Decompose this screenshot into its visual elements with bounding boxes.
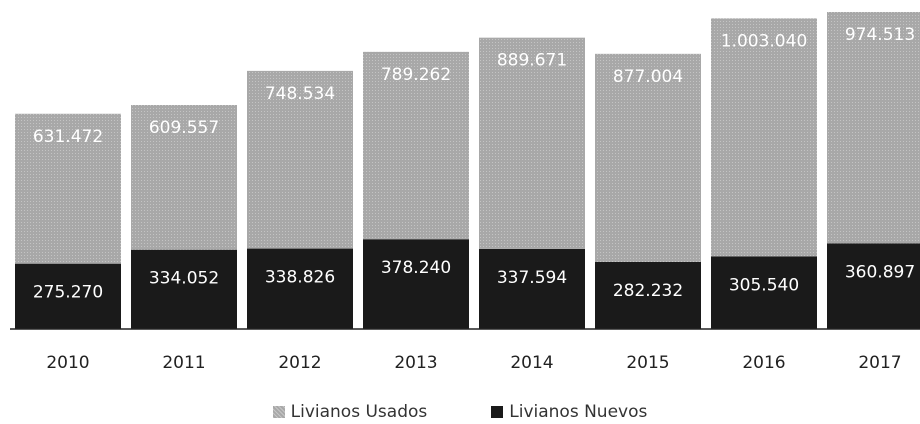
bar-usados-2012 <box>247 70 353 249</box>
bar-nuevos-2010 <box>15 263 121 329</box>
value-label-nuevos-2016: 305.540 <box>729 275 799 295</box>
bar-nuevos-2017 <box>827 243 920 329</box>
value-label-nuevos-2010: 275.270 <box>33 283 103 303</box>
bar-usados-2014 <box>479 37 585 249</box>
legend-label-nuevos: Livianos Nuevos <box>509 402 648 422</box>
bar-usados-2010 <box>15 113 121 264</box>
bar-nuevos-2011 <box>131 249 237 329</box>
value-label-usados-2011: 609.557 <box>149 118 219 138</box>
x-tick-label-2010: 2010 <box>46 353 89 373</box>
bar-nuevos-2013 <box>363 239 469 329</box>
value-label-nuevos-2015: 282.232 <box>613 281 683 301</box>
bar-usados-2016 <box>711 18 817 257</box>
x-tick-label-2011: 2011 <box>162 353 205 373</box>
value-label-usados-2015: 877.004 <box>613 67 683 87</box>
x-tick-label-2016: 2016 <box>742 353 785 373</box>
x-tick-label-2012: 2012 <box>278 353 321 373</box>
value-label-usados-2017: 974.513 <box>845 25 915 45</box>
legend-label-usados: Livianos Usados <box>290 402 428 422</box>
legend: Livianos Usados Livianos Nuevos <box>0 400 920 424</box>
x-tick-label-2017: 2017 <box>858 353 901 373</box>
bar-usados-2013 <box>363 51 469 240</box>
value-label-nuevos-2014: 337.594 <box>497 268 567 288</box>
value-label-usados-2010: 631.472 <box>33 127 103 147</box>
legend-item-usados: Livianos Usados <box>272 402 428 422</box>
stacked-bar-chart: 275.270 631.472 334.052 609.557 338.826 748.5… <box>10 12 920 373</box>
x-tick-label-2014: 2014 <box>510 353 553 373</box>
bar-nuevos-2016 <box>711 256 817 329</box>
legend-swatch-nuevos <box>491 406 504 418</box>
value-label-nuevos-2011: 334.052 <box>149 269 219 289</box>
value-label-usados-2013: 789.262 <box>381 65 451 85</box>
value-label-nuevos-2012: 338.826 <box>265 268 335 288</box>
x-tick-label-2013: 2013 <box>394 353 437 373</box>
legend-item-nuevos: Livianos Nuevos <box>491 402 647 422</box>
value-label-nuevos-2017: 360.897 <box>845 262 915 282</box>
x-tick-labels-group: 2010 2011 2012 2013 2014 2015 2016 2017 <box>46 353 901 373</box>
value-label-usados-2014: 889.671 <box>497 51 567 71</box>
bar-nuevos-2012 <box>247 248 353 329</box>
bar-nuevos-2015 <box>595 262 701 329</box>
bar-nuevos-2014 <box>479 248 585 329</box>
bar-usados-2011 <box>131 105 237 250</box>
legend-swatch-usados <box>272 406 285 418</box>
value-label-nuevos-2013: 378.240 <box>381 258 451 278</box>
x-tick-label-2015: 2015 <box>626 353 669 373</box>
value-label-usados-2016: 1.003.040 <box>721 31 808 51</box>
value-labels-group: 275.270 631.472 334.052 609.557 338.826 748.5… <box>33 25 915 303</box>
bars-group <box>15 12 920 329</box>
value-label-usados-2012: 748.534 <box>265 84 335 104</box>
bar-usados-2015 <box>595 53 701 263</box>
bar-usados-2017 <box>827 12 920 244</box>
